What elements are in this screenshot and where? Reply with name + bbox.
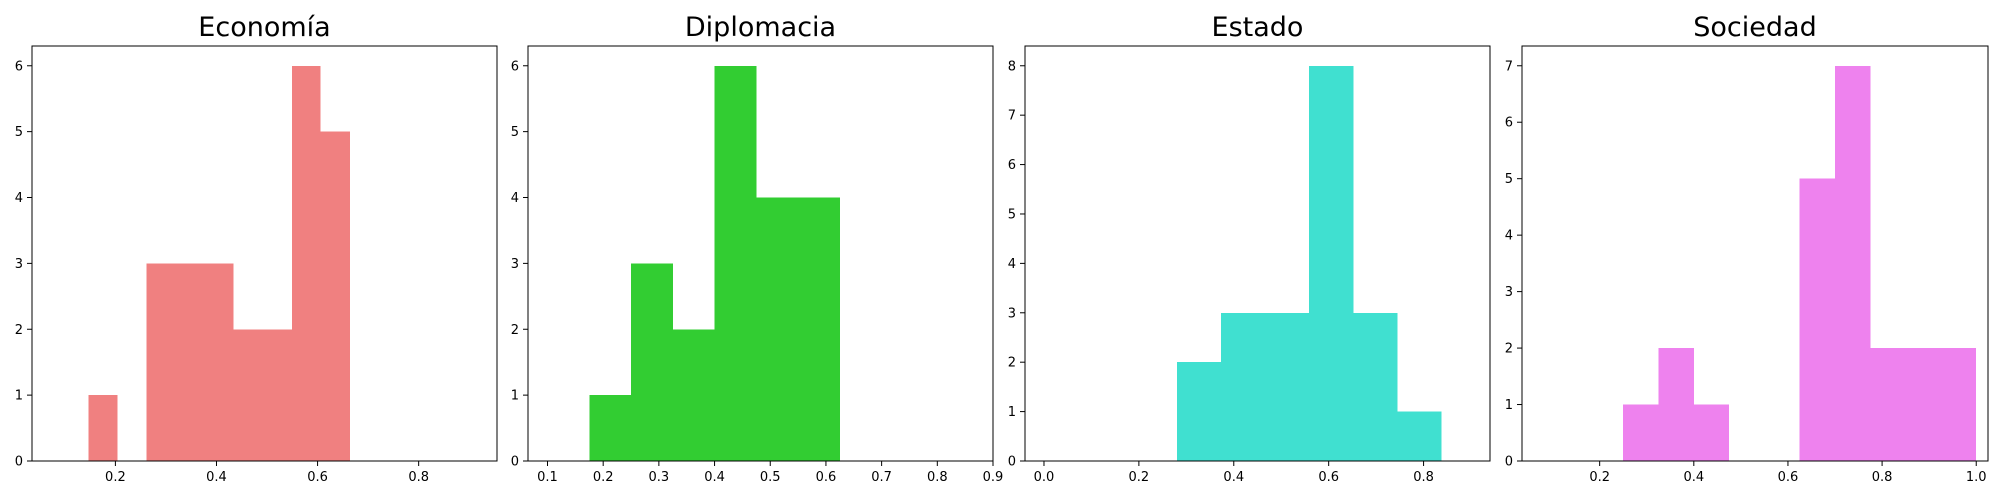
histogram-bar [714, 65, 757, 461]
y-tick-label: 7 [1505, 59, 1513, 74]
panel-title: Economía [198, 12, 330, 43]
y-tick-label: 8 [1008, 59, 1016, 74]
y-tick-label: 3 [511, 257, 519, 272]
y-tick-label: 1 [1008, 405, 1016, 420]
x-tick-label: 0.8 [1872, 470, 1893, 485]
histogram-bar [1353, 312, 1398, 461]
panel-3: Estado 0.0 0.2 0.4 0.6 0.8 0 1 2 3 4 5 6 7 8 [1008, 12, 1491, 485]
y-tick-label: 0 [15, 455, 23, 470]
histogram-bar [1799, 178, 1836, 461]
histogram-bar [1623, 404, 1659, 461]
x-tick-label: 0.5 [760, 470, 781, 485]
histogram-bar [233, 329, 263, 461]
y-tick-label: 0 [1505, 455, 1513, 470]
x-tick-label: 0.6 [307, 470, 328, 485]
y-tick-label: 4 [511, 191, 519, 206]
y-tick-label: 2 [1505, 342, 1513, 357]
histogram-bar [1658, 348, 1694, 461]
y-tick-label: 6 [511, 59, 519, 74]
panel-4: Sociedad 0.2 0.4 0.6 0.8 1.0 0 1 2 3 4 5 6 7 [1505, 12, 1989, 485]
histogram-bar [756, 197, 799, 461]
histogram-bar [1870, 348, 1906, 461]
panel-title: Sociedad [1693, 12, 1816, 43]
histogram-bar [589, 395, 632, 461]
y-tick-label: 2 [511, 323, 519, 338]
x-tick-label: 0.4 [206, 470, 227, 485]
histogram-bar [146, 263, 176, 461]
x-tick-label: 0.6 [1778, 470, 1799, 485]
histogram-bar [291, 65, 321, 461]
x-tick-label: 0.4 [704, 470, 725, 485]
panel-2: Diplomacia 0.1 0.2 0.3 0.4 0.5 0.6 0.7 0.8 0.9 0 1 2… [511, 12, 1004, 485]
y-tick-label: 1 [1505, 398, 1513, 413]
y-tick-label: 5 [15, 125, 23, 140]
y-tick-label: 3 [15, 257, 23, 272]
y-tick-label: 1 [511, 389, 519, 404]
y-tick-label: 4 [1008, 257, 1016, 272]
y-tick-label: 5 [511, 125, 519, 140]
y-tick-label: 6 [1008, 158, 1016, 173]
y-tick-label: 3 [1008, 306, 1016, 321]
histogram-bar [672, 329, 715, 461]
histogram-bar [320, 131, 350, 461]
histogram-bar [1309, 65, 1354, 461]
histogram-bar [1397, 411, 1442, 461]
x-tick-label: 0.3 [649, 470, 670, 485]
histogram-bar [262, 329, 292, 461]
y-tick-label: 5 [1505, 172, 1513, 187]
x-tick-label: 1.0 [1966, 470, 1987, 485]
plot-frame [31, 45, 498, 462]
histogram-bar [1905, 348, 1941, 461]
x-tick-label: 0.8 [1413, 470, 1434, 485]
y-tick-label: 3 [1505, 285, 1513, 300]
panel-title: Estado [1212, 12, 1304, 43]
plot-frame [527, 45, 994, 462]
x-tick-label: 0.2 [593, 470, 614, 485]
histogram-bar [1220, 312, 1266, 461]
x-tick-label: 0.8 [408, 470, 429, 485]
histogram-bar [1693, 404, 1730, 461]
x-tick-label: 0.7 [871, 470, 892, 485]
histogram-bar [88, 395, 118, 461]
x-tick-label: 0.2 [1129, 470, 1150, 485]
plot-frame [1024, 45, 1491, 462]
x-tick-label: 0.8 [927, 470, 948, 485]
x-tick-label: 0.4 [1683, 470, 1704, 485]
x-tick-label: 0.4 [1223, 470, 1244, 485]
y-tick-label: 0 [1008, 455, 1016, 470]
y-tick-label: 6 [1505, 116, 1513, 131]
y-tick-label: 2 [1008, 356, 1016, 371]
histogram-bar [798, 197, 840, 461]
histogram-bar [204, 263, 234, 461]
y-tick-label: 6 [15, 59, 23, 74]
histogram-bar [1940, 348, 1977, 461]
x-tick-label: 0.2 [105, 470, 126, 485]
y-tick-label: 7 [1008, 109, 1016, 124]
y-tick-label: 4 [1505, 229, 1513, 244]
histogram-bar [1176, 362, 1221, 461]
y-tick-label: 1 [15, 389, 23, 404]
x-tick-label: 0.6 [1318, 470, 1339, 485]
panel-1: Economía 0.2 0.4 0.6 0.8 0 1 2 3 4 5 6 [15, 12, 498, 485]
plot-frame [1521, 45, 1989, 462]
x-tick-label: 0.9 [983, 470, 1004, 485]
x-tick-label: 0.6 [816, 470, 837, 485]
x-tick-label: 0.1 [537, 470, 558, 485]
x-tick-label: 0.0 [1034, 470, 1055, 485]
histogram-bar [631, 263, 673, 461]
y-tick-label: 2 [15, 323, 23, 338]
histogram-bar [1265, 312, 1310, 461]
histogram-bar [175, 263, 205, 461]
y-tick-label: 0 [511, 455, 519, 470]
panel-title: Diplomacia [685, 12, 836, 43]
x-tick-label: 0.2 [1589, 470, 1610, 485]
histogram-bar [1835, 65, 1871, 461]
y-tick-label: 4 [15, 191, 23, 206]
y-tick-label: 5 [1008, 207, 1016, 222]
